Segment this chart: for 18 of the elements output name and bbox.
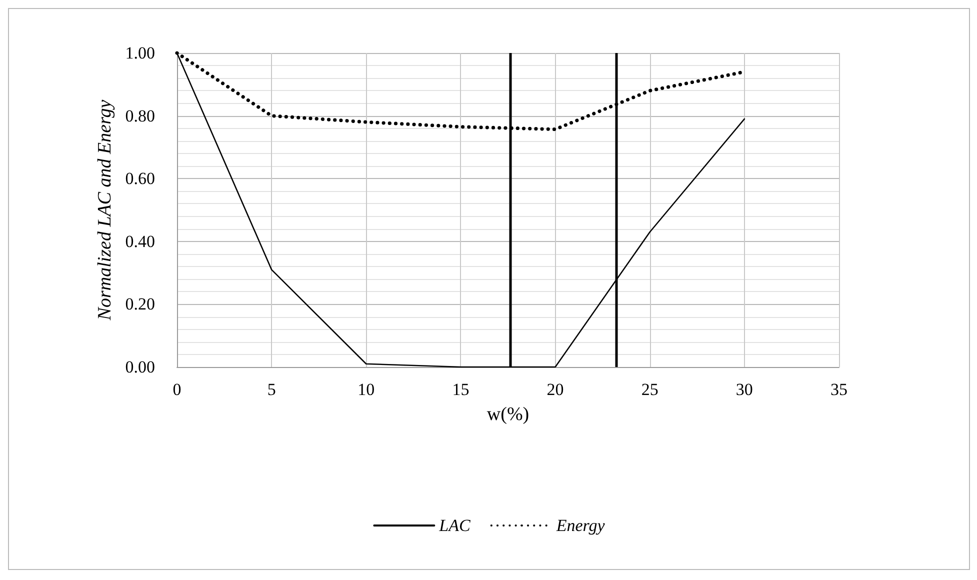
x-axis-title: w(%) bbox=[486, 404, 530, 425]
x-tick-label: 30 bbox=[736, 380, 753, 399]
legend-label: Energy bbox=[555, 516, 606, 535]
y-tick-label: 0.40 bbox=[125, 232, 155, 251]
x-tick-label: 35 bbox=[830, 380, 848, 399]
x-tick-label: 25 bbox=[641, 380, 658, 399]
y-tick-label: 0.80 bbox=[125, 106, 155, 126]
x-tick-label: 5 bbox=[267, 380, 276, 399]
y-axis-title: Normalized LAC and Energy bbox=[94, 99, 116, 322]
x-tick-label: 0 bbox=[172, 380, 182, 399]
y-tick-label: 0.60 bbox=[125, 169, 155, 188]
legend-label: LAC bbox=[438, 516, 472, 535]
y-tick-label: 0.20 bbox=[125, 294, 155, 314]
y-tick-label: 0.00 bbox=[125, 358, 155, 376]
x-tick-label: 15 bbox=[452, 380, 470, 399]
x-tick-label: 20 bbox=[546, 380, 564, 399]
x-tick-label: 10 bbox=[358, 380, 375, 399]
y-tick-label: 1.00 bbox=[125, 44, 155, 62]
